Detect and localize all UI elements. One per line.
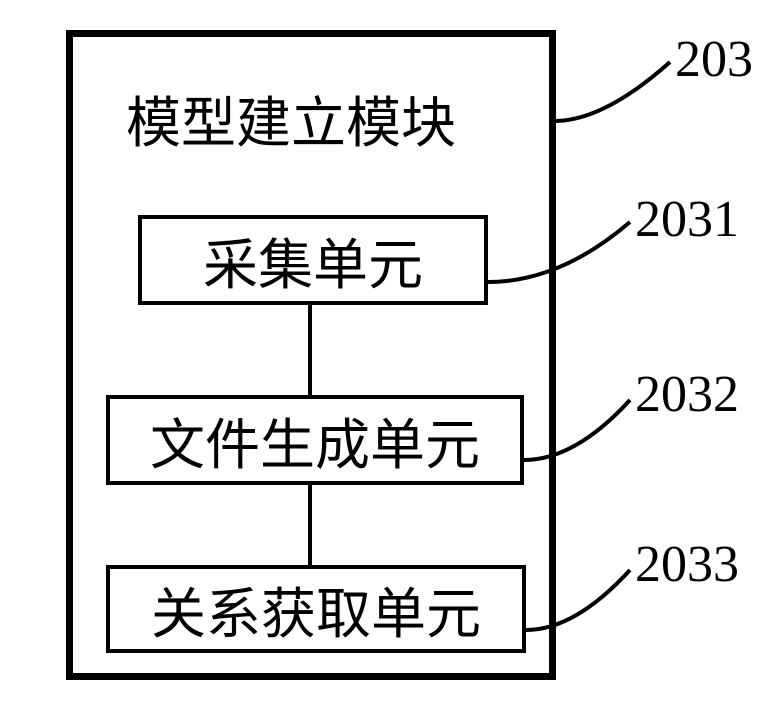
ref-label-relation: 2033 [635, 535, 739, 594]
leader-relation [0, 0, 766, 711]
diagram-canvas: 模型建立模块 采集单元 文件生成单元 关系获取单元 203 2031 2032 … [0, 0, 766, 711]
